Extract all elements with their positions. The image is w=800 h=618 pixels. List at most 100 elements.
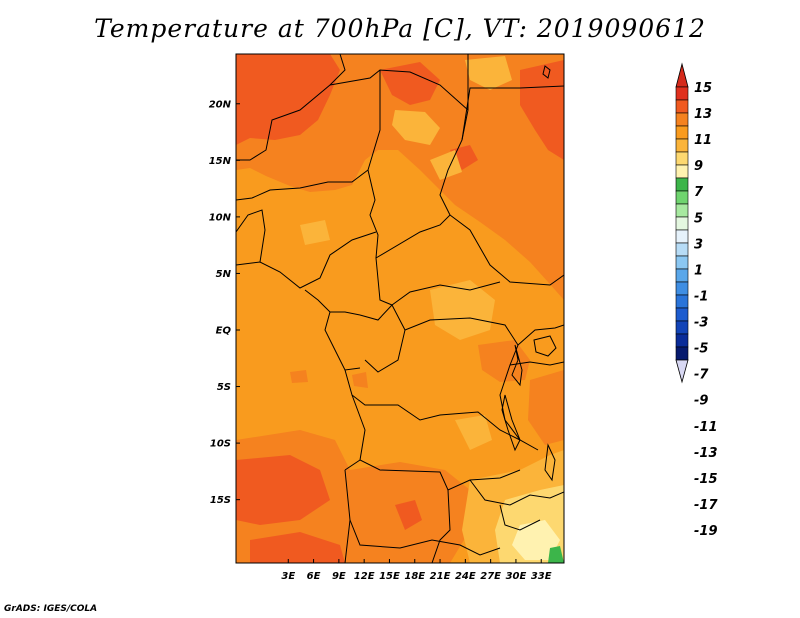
colorbar-label: 3 xyxy=(694,237,703,252)
colorbar-swatch xyxy=(675,203,689,218)
map-title: Temperature at 700hPa [C], VT: 201909061… xyxy=(94,14,706,43)
field-region-13-southwest xyxy=(236,455,330,525)
field-region-7-small-c xyxy=(300,220,330,245)
border-line xyxy=(236,70,381,201)
lon-label: 6E xyxy=(307,571,321,582)
lon-label: 15E xyxy=(379,571,400,582)
colorbar-bottom-arrow xyxy=(675,359,689,384)
border-line xyxy=(461,85,564,141)
colorbar-swatch xyxy=(675,151,689,166)
colorbar-label: -1 xyxy=(694,289,708,304)
colorbar-label: 9 xyxy=(694,159,703,174)
lon-label: 3E xyxy=(281,571,295,582)
field-region-13-south-coast xyxy=(250,532,345,563)
colorbar-swatch xyxy=(675,242,689,257)
lake-outline xyxy=(544,443,556,482)
colorbar-swatch xyxy=(675,86,689,101)
field-region-13-south-central xyxy=(395,500,422,530)
colorbar-swatch xyxy=(675,346,689,361)
lon-label: 33E xyxy=(531,571,552,582)
colorbar-label: -3 xyxy=(694,316,708,331)
border-line xyxy=(375,214,564,286)
border-line xyxy=(324,311,361,371)
colorbar-swatch xyxy=(675,268,689,283)
field-region-3-southeast xyxy=(512,520,560,560)
border-line xyxy=(236,231,377,289)
colorbar-swatch xyxy=(675,255,689,270)
map-axes: 20N 15N 10N 5N EQ 5S 10S 15S 3E 6E 9E 12E 15E 18E 21E 2… xyxy=(209,99,552,582)
map-frame xyxy=(235,53,565,564)
lat-label: EQ xyxy=(216,325,232,336)
lat-label: 10S xyxy=(210,439,231,450)
border-line xyxy=(344,459,361,471)
lat-label: 20N xyxy=(209,99,232,110)
border-line xyxy=(517,324,564,346)
lon-label: 18E xyxy=(404,571,425,582)
colorbar-label: -7 xyxy=(694,368,709,383)
colorbar-top-arrow xyxy=(675,62,689,88)
colorbar-swatch xyxy=(675,190,689,205)
colorbar-label: 15 xyxy=(694,81,712,96)
lat-label: 15S xyxy=(210,495,231,506)
colorbar-swatch xyxy=(675,99,689,114)
colorbar-swatch xyxy=(675,138,689,153)
colorbar-swatch xyxy=(675,125,689,140)
grads-credit: GrADS: IGES/COLA xyxy=(4,604,98,614)
field-region-11-small-b xyxy=(352,372,368,388)
temperature-field xyxy=(236,54,564,563)
field-region-green-southeast xyxy=(548,546,564,563)
country-borders xyxy=(236,54,564,563)
colorbar-swatch xyxy=(675,333,689,348)
field-region-13-northwest xyxy=(236,54,340,145)
lon-label: 9E xyxy=(332,571,346,582)
border-line xyxy=(367,169,393,306)
colorbar-swatch xyxy=(675,216,689,231)
lake-outline xyxy=(533,335,557,357)
border-line xyxy=(469,479,564,506)
colorbar-swatch xyxy=(675,112,689,127)
lake-outline xyxy=(501,394,521,452)
lat-label: 10N xyxy=(209,212,232,223)
colorbar-label: -5 xyxy=(694,342,708,357)
field-region-7-north-b xyxy=(465,56,512,90)
colorbar-label: 13 xyxy=(694,107,712,122)
colorbar-swatch xyxy=(675,229,689,244)
colorbar-label: -15 xyxy=(694,472,718,487)
colorbar-label: -11 xyxy=(694,420,718,435)
colorbar-label: 11 xyxy=(694,133,712,148)
border-line xyxy=(499,504,541,531)
lon-label: 30E xyxy=(506,571,527,582)
lake-outline xyxy=(542,65,551,79)
colorbar-label: -9 xyxy=(694,394,708,409)
colorbar-swatch xyxy=(675,281,689,296)
colorbar-swatch xyxy=(675,177,689,192)
field-region-11-small-a xyxy=(290,370,308,383)
lake-outline xyxy=(511,344,523,387)
colorbar-swatch xyxy=(675,294,689,309)
border-line xyxy=(391,281,501,306)
lon-label: 24E xyxy=(455,571,476,582)
border-line xyxy=(329,69,469,111)
lon-label: 21E xyxy=(430,571,451,582)
colorbar-swatch xyxy=(675,307,689,322)
colorbar-swatch xyxy=(675,164,689,179)
field-region-13-northeast xyxy=(520,60,564,160)
border-line xyxy=(349,519,501,556)
field-region-7-central xyxy=(430,280,495,340)
colorbar-label: -17 xyxy=(694,498,718,513)
colorbar-label: 7 xyxy=(694,185,704,200)
field-region-7-east xyxy=(455,415,492,450)
lon-label: 12E xyxy=(354,571,375,582)
colorbar-label: -19 xyxy=(694,524,718,539)
field-region-11-east-coast xyxy=(528,370,564,445)
colorbar-label: -13 xyxy=(694,446,718,461)
lat-label: 5S xyxy=(217,382,231,393)
field-region-7-north-a xyxy=(392,110,440,145)
colorbar-label: 5 xyxy=(694,211,703,226)
border-line xyxy=(236,54,346,161)
border-line xyxy=(351,394,521,491)
lat-label: 15N xyxy=(209,156,232,167)
border-line xyxy=(236,209,266,263)
colorbar-label: 1 xyxy=(694,263,703,278)
